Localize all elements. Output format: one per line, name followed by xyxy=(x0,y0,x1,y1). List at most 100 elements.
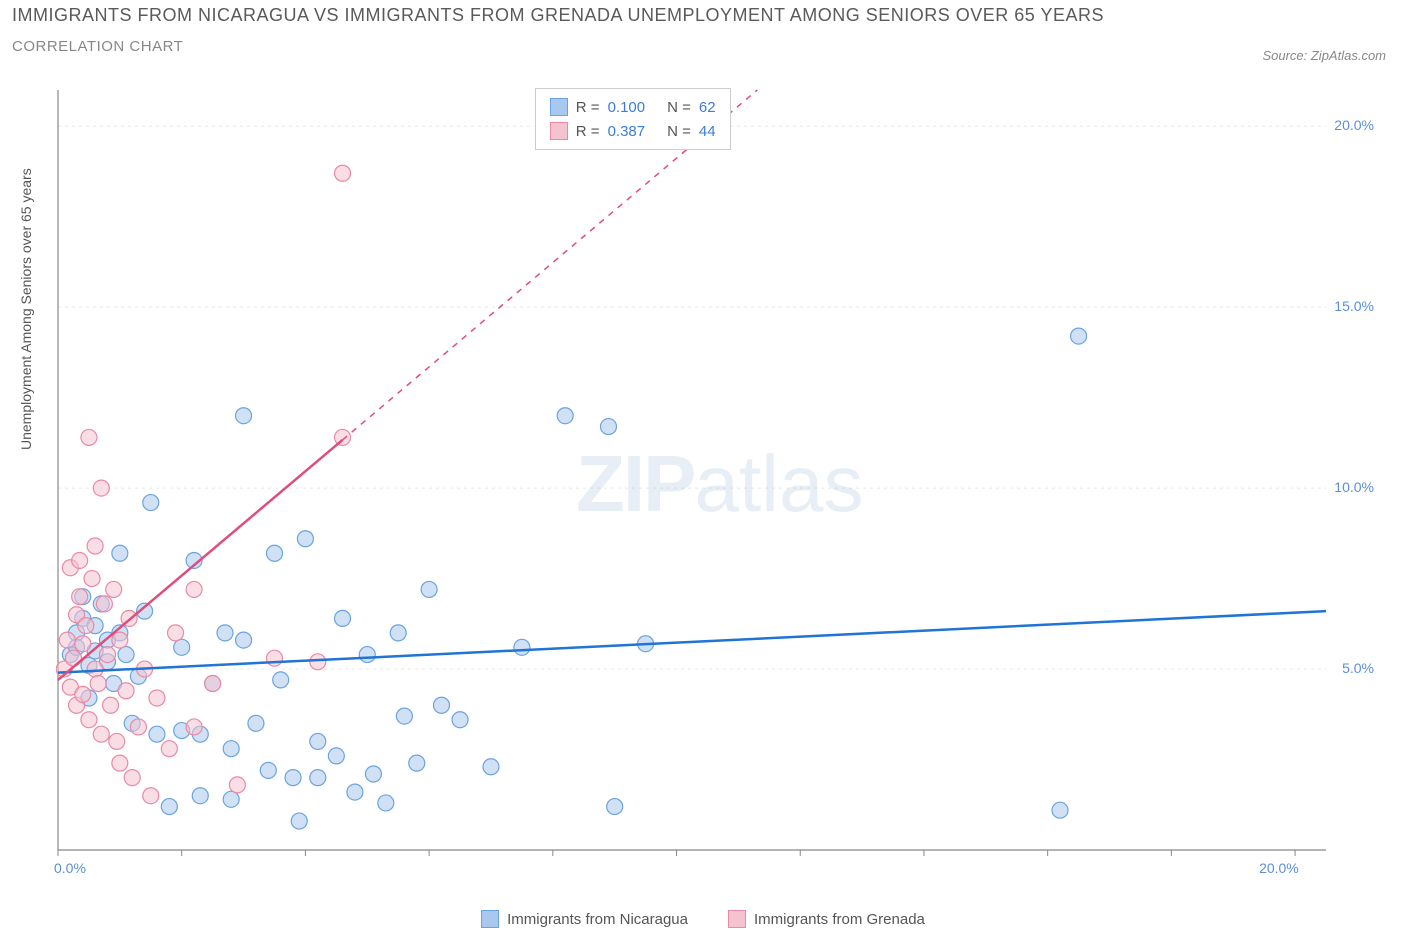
data-point-nicaragua xyxy=(236,632,252,648)
data-point-nicaragua xyxy=(291,813,307,829)
legend-item-nicaragua: Immigrants from Nicaragua xyxy=(481,910,688,928)
data-point-nicaragua xyxy=(396,708,412,724)
data-point-nicaragua xyxy=(174,639,190,655)
chart-subtitle: CORRELATION CHART xyxy=(12,38,1104,55)
source-attribution: Source: ZipAtlas.com xyxy=(1262,48,1386,63)
data-point-nicaragua xyxy=(600,419,616,435)
data-point-grenada xyxy=(93,480,109,496)
data-point-nicaragua xyxy=(347,784,363,800)
stat-n-value: 62 xyxy=(699,99,716,116)
data-point-nicaragua xyxy=(260,762,276,778)
data-point-grenada xyxy=(90,676,106,692)
data-point-nicaragua xyxy=(297,531,313,547)
legend-item-grenada: Immigrants from Grenada xyxy=(728,910,925,928)
data-point-nicaragua xyxy=(378,795,394,811)
x-tick-label: 0.0% xyxy=(54,860,86,876)
data-point-nicaragua xyxy=(514,639,530,655)
data-point-nicaragua xyxy=(223,791,239,807)
data-point-nicaragua xyxy=(452,712,468,728)
data-point-grenada xyxy=(72,589,88,605)
data-point-nicaragua xyxy=(192,788,208,804)
stat-n-value: 44 xyxy=(699,123,716,140)
stats-row-grenada: R = 0.387 N = 44 xyxy=(550,119,716,143)
legend-swatch-nicaragua xyxy=(550,98,568,116)
data-point-nicaragua xyxy=(365,766,381,782)
data-point-grenada xyxy=(124,770,140,786)
data-point-grenada xyxy=(84,571,100,587)
data-point-grenada xyxy=(229,777,245,793)
data-point-grenada xyxy=(81,429,97,445)
data-point-grenada xyxy=(78,618,94,634)
data-point-nicaragua xyxy=(390,625,406,641)
legend-swatch-grenada xyxy=(728,910,746,928)
stat-r-label: R = xyxy=(576,99,600,116)
stat-r-value: 0.387 xyxy=(608,123,646,140)
data-point-nicaragua xyxy=(248,715,264,731)
legend-swatch-grenada xyxy=(550,122,568,140)
y-tick-label: 5.0% xyxy=(1342,660,1374,676)
data-point-nicaragua xyxy=(285,770,301,786)
data-point-grenada xyxy=(310,654,326,670)
data-point-nicaragua xyxy=(328,748,344,764)
stats-legend: R = 0.100 N = 62 R = 0.387 N = 44 xyxy=(535,88,731,150)
data-point-grenada xyxy=(93,726,109,742)
data-point-nicaragua xyxy=(335,610,351,626)
data-point-nicaragua xyxy=(1052,802,1068,818)
series-legend: Immigrants from Nicaragua Immigrants from… xyxy=(0,910,1406,928)
data-point-grenada xyxy=(81,712,97,728)
data-point-grenada xyxy=(205,676,221,692)
y-tick-label: 15.0% xyxy=(1334,298,1374,314)
data-point-grenada xyxy=(87,538,103,554)
data-point-grenada xyxy=(130,719,146,735)
data-point-grenada xyxy=(103,697,119,713)
data-point-grenada xyxy=(149,690,165,706)
y-tick-label: 10.0% xyxy=(1334,479,1374,495)
data-point-nicaragua xyxy=(433,697,449,713)
data-point-grenada xyxy=(112,755,128,771)
data-point-grenada xyxy=(186,581,202,597)
data-point-grenada xyxy=(65,650,81,666)
data-point-grenada xyxy=(168,625,184,641)
data-point-grenada xyxy=(118,683,134,699)
data-point-grenada xyxy=(96,596,112,612)
data-point-nicaragua xyxy=(149,726,165,742)
data-point-nicaragua xyxy=(409,755,425,771)
data-point-nicaragua xyxy=(310,770,326,786)
data-point-nicaragua xyxy=(273,672,289,688)
data-point-grenada xyxy=(186,719,202,735)
stat-n-label: N = xyxy=(667,99,691,116)
data-point-nicaragua xyxy=(118,647,134,663)
chart-area: ZIPatlas R = 0.100N = 62R = 0.387N = 44 … xyxy=(56,88,1386,866)
data-point-nicaragua xyxy=(1071,328,1087,344)
legend-label: Immigrants from Nicaragua xyxy=(507,911,688,928)
data-point-nicaragua xyxy=(236,408,252,424)
data-point-nicaragua xyxy=(557,408,573,424)
data-point-grenada xyxy=(72,552,88,568)
x-tick-label: 20.0% xyxy=(1259,860,1299,876)
stat-r-value: 0.100 xyxy=(608,99,646,116)
scatter-plot xyxy=(56,88,1386,866)
data-point-grenada xyxy=(59,632,75,648)
data-point-grenada xyxy=(335,165,351,181)
data-point-nicaragua xyxy=(217,625,233,641)
data-point-grenada xyxy=(87,661,103,677)
y-tick-label: 20.0% xyxy=(1334,117,1374,133)
data-point-nicaragua xyxy=(421,581,437,597)
data-point-nicaragua xyxy=(607,799,623,815)
data-point-grenada xyxy=(266,650,282,666)
data-point-nicaragua xyxy=(483,759,499,775)
data-point-grenada xyxy=(112,632,128,648)
data-point-nicaragua xyxy=(223,741,239,757)
y-axis-label: Unemployment Among Seniors over 65 years xyxy=(18,168,34,450)
legend-swatch-nicaragua xyxy=(481,910,499,928)
data-point-grenada xyxy=(161,741,177,757)
data-point-grenada xyxy=(106,581,122,597)
data-point-nicaragua xyxy=(359,647,375,663)
data-point-grenada xyxy=(143,788,159,804)
data-point-nicaragua xyxy=(161,799,177,815)
data-point-nicaragua xyxy=(143,495,159,511)
stats-row-nicaragua: R = 0.100 N = 62 xyxy=(550,95,716,119)
stat-r-label: R = xyxy=(576,123,600,140)
data-point-grenada xyxy=(99,647,115,663)
stat-n-label: N = xyxy=(667,123,691,140)
